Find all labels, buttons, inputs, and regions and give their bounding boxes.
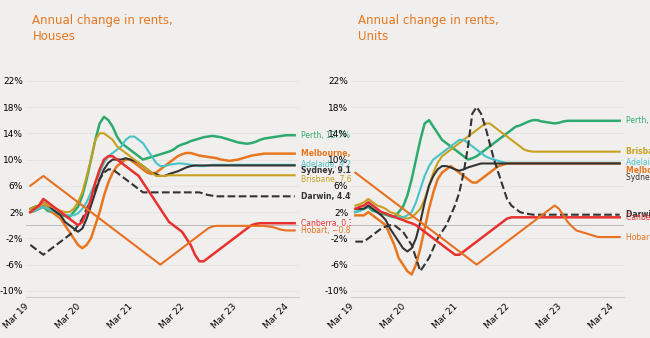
Text: Melbourne, 10.9%: Melbourne, 10.9% xyxy=(301,149,380,158)
Text: Brisbane, 7.6%: Brisbane, 7.6% xyxy=(301,175,359,184)
Text: Hobart, −1.8%: Hobart, −1.8% xyxy=(626,233,650,242)
Text: Adelaide, 9.5%: Adelaide, 9.5% xyxy=(626,158,650,167)
Text: Canberra, 0.3%: Canberra, 0.3% xyxy=(301,219,361,228)
Text: Hobart, −0.8%: Hobart, −0.8% xyxy=(301,226,358,235)
Text: Darwin, 1.6%: Darwin, 1.6% xyxy=(626,210,650,219)
Text: Canberra, 1.2%: Canberra, 1.2% xyxy=(626,213,650,222)
Text: Sydney, 9.4%: Sydney, 9.4% xyxy=(626,173,650,182)
Text: Perth, 13.7%: Perth, 13.7% xyxy=(301,131,350,140)
Text: Sydney, 9.1%: Sydney, 9.1% xyxy=(301,166,359,175)
Text: Perth, 15.9%: Perth, 15.9% xyxy=(626,116,650,125)
Text: Annual change in rents,
Houses: Annual change in rents, Houses xyxy=(32,14,174,43)
Text: Adelaide, 9.2%: Adelaide, 9.2% xyxy=(301,160,358,169)
Text: Annual change in rents,
Units: Annual change in rents, Units xyxy=(358,14,499,43)
Text: Brisbane, 11.2%: Brisbane, 11.2% xyxy=(626,147,650,156)
Text: Melbourne, 9.4%: Melbourne, 9.4% xyxy=(626,166,650,174)
Text: Darwin, 4.4%: Darwin, 4.4% xyxy=(301,192,358,201)
